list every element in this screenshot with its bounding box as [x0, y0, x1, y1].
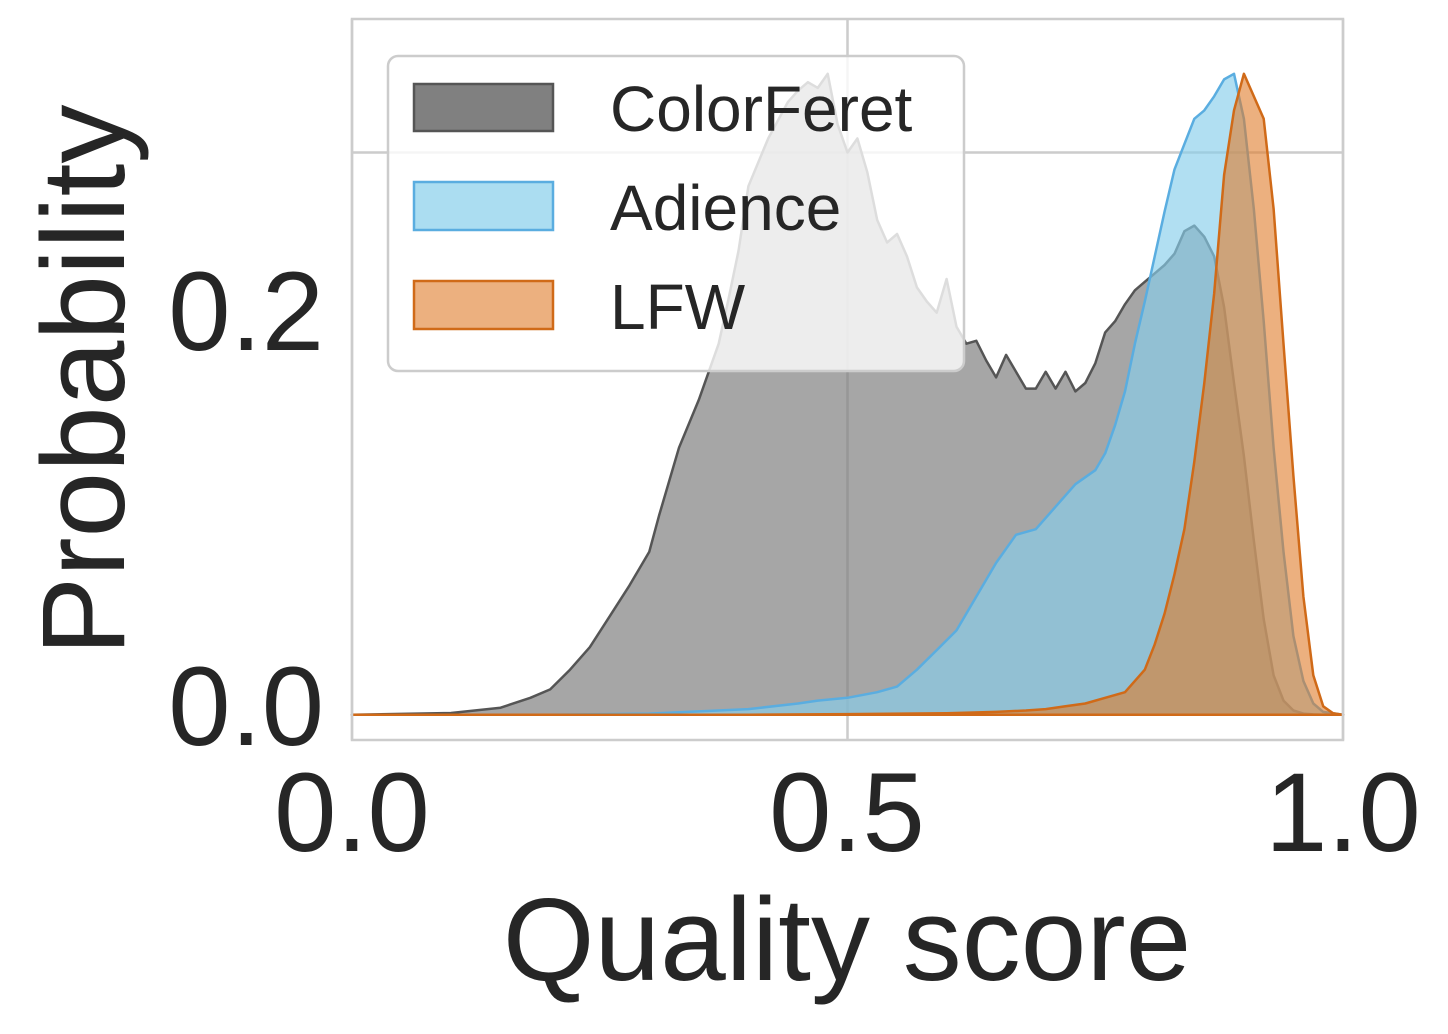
- legend-label-colorferet: ColorFeret: [610, 73, 913, 145]
- plot-frame: [350, 17, 1345, 742]
- legend-swatch-adience: [412, 180, 555, 232]
- y-tick-labels: 0.0 0.2: [168, 249, 324, 769]
- legend-swatch-lfw: [412, 279, 555, 331]
- y-tick-label-0: 0.0: [168, 644, 324, 769]
- legend-label-adience: Adience: [610, 172, 841, 244]
- x-tick-label-0: 0.0: [274, 750, 430, 875]
- legend-label-lfw: LFW: [610, 271, 746, 343]
- y-tick-label-1: 0.2: [168, 249, 324, 374]
- x-tick-label-1: 0.5: [769, 750, 925, 875]
- legend: ColorFeret Adience LFW: [386, 54, 966, 373]
- area-lfw: [350, 72, 1345, 716]
- x-tick-label-2: 1.0: [1265, 750, 1421, 875]
- y-axis-label: Probability: [18, 105, 150, 656]
- x-tick-labels: 0.0 0.5 1.0: [274, 750, 1421, 875]
- legend-swatch-colorferet: [412, 82, 555, 133]
- series-areas: [350, 72, 1345, 716]
- x-axis-label: Quality score: [503, 874, 1192, 1006]
